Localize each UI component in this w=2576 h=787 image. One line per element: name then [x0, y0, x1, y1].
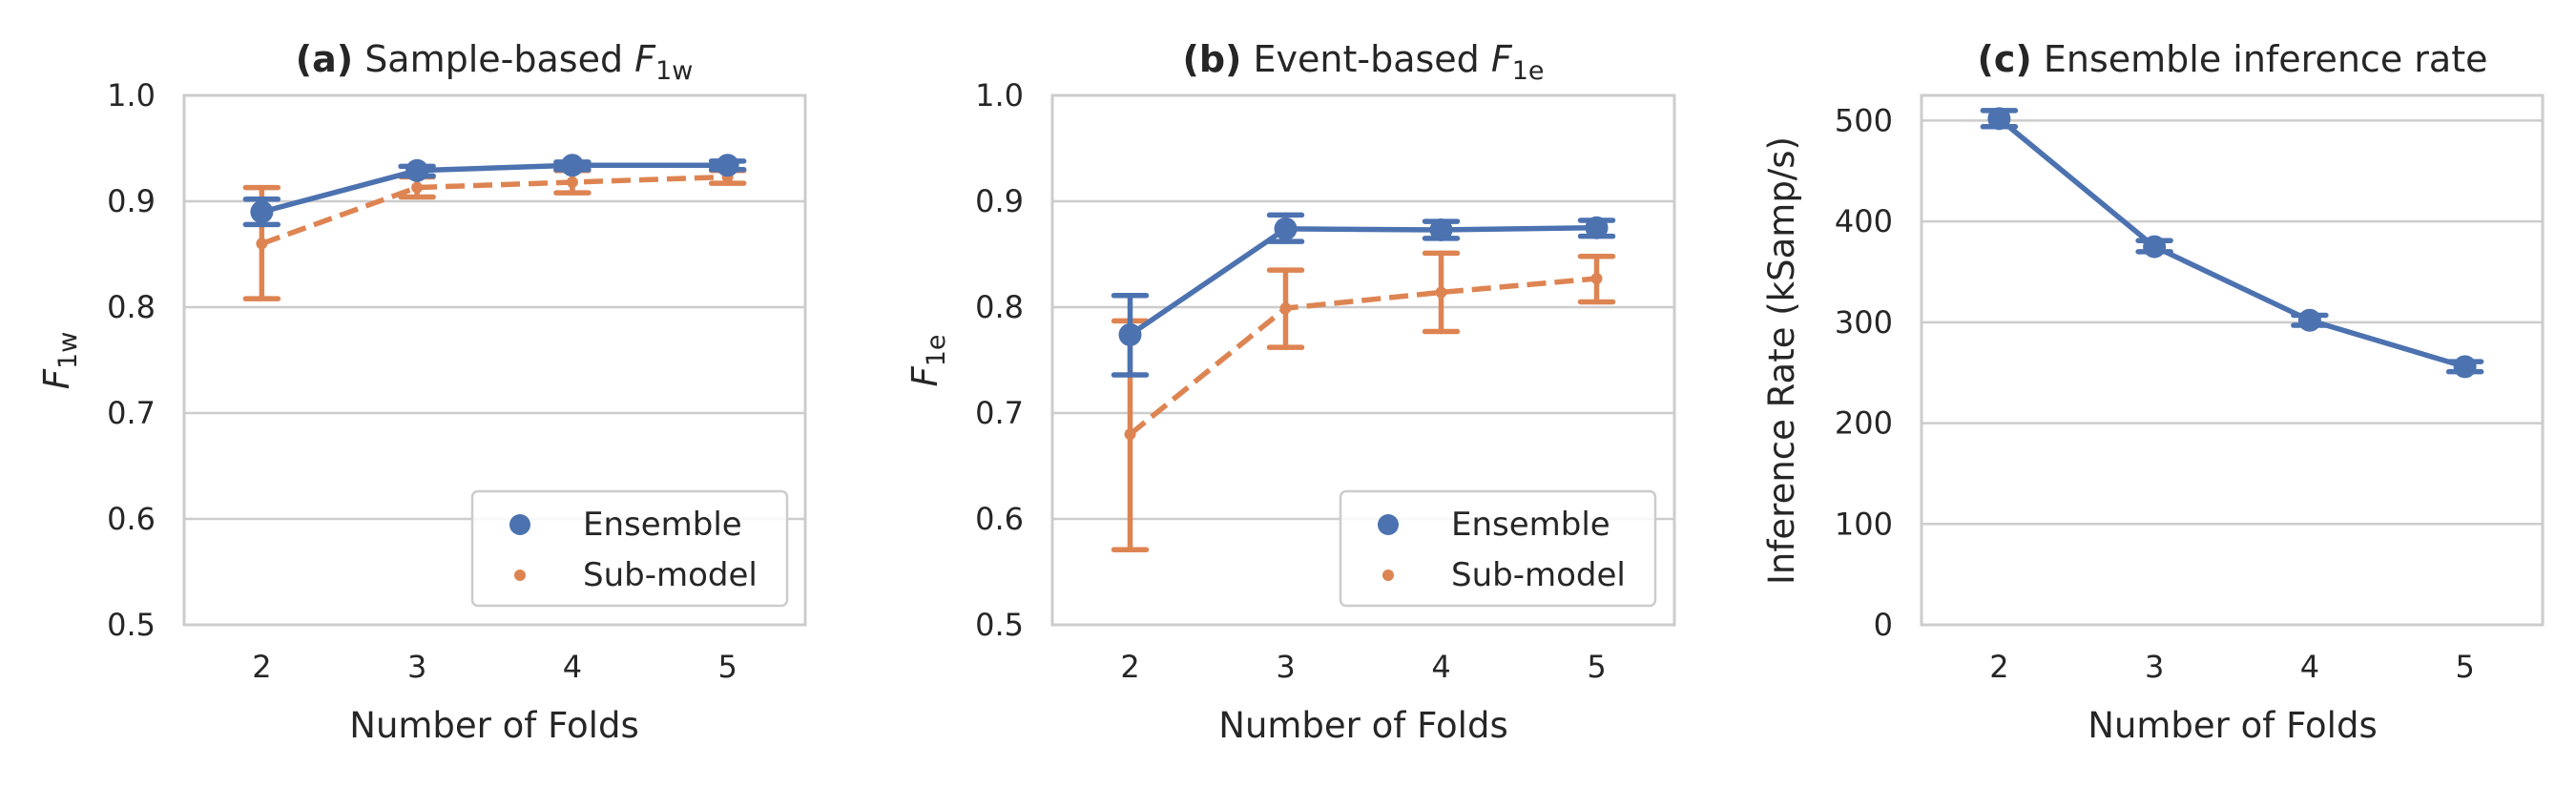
x-tick-label: 5 — [1587, 649, 1606, 685]
x-tick-label: 5 — [717, 649, 737, 685]
y-tick-label: 0.5 — [975, 607, 1024, 643]
y-tick-label: 0.8 — [107, 289, 156, 325]
x-axis-label-a: Number of Folds — [349, 705, 638, 746]
x-tick-label: 4 — [563, 649, 582, 685]
series-line-submodel — [260, 174, 728, 246]
x-tick-label: 3 — [407, 649, 426, 685]
legend-box-b — [1339, 489, 1657, 608]
y-tick-label: 0.5 — [107, 607, 156, 643]
series-ensemble — [242, 154, 747, 228]
y-tick-label: 400 — [1835, 203, 1893, 239]
legend-label-ensemble: Ensemble — [1451, 506, 1610, 544]
y-tick-label: 0.6 — [975, 501, 1024, 537]
panel-a: 0.5 0.6 0.7 0.8 0.9 1.0 2 3 4 5 (a) Sample-based … — [36, 38, 807, 746]
legend-marker-submodel — [1382, 570, 1394, 581]
data-point-ensemble — [1118, 322, 1142, 346]
panel-b: 0.5 0.6 0.7 0.8 0.9 1.0 2 3 4 5 (b) Event-based F… — [904, 38, 1676, 746]
data-point-submodel — [411, 181, 424, 194]
series-ensemble — [1980, 107, 2484, 379]
x-tick-label: 5 — [2455, 649, 2474, 685]
series-line-ensemble — [1997, 116, 2466, 370]
y-tick-label: 1.0 — [975, 77, 1024, 114]
y-tick-label: 0.8 — [975, 289, 1024, 325]
x-tick-label: 3 — [2145, 649, 2164, 685]
legend-box-a — [470, 489, 789, 608]
data-point-ensemble — [2143, 235, 2167, 259]
data-point-ensemble — [2453, 355, 2477, 379]
legend-label-submodel: Sub-model — [1451, 556, 1626, 594]
legend-b: Ensemble Sub-model — [1339, 489, 1657, 608]
x-tick-label: 3 — [1276, 649, 1295, 685]
x-tick-label: 4 — [2300, 649, 2319, 685]
x-axis-label-c: Number of Folds — [2088, 705, 2377, 746]
legend-label-ensemble: Ensemble — [583, 506, 742, 544]
y-axis-label-c: Inference Rate (kSamp/s) — [1761, 136, 1802, 585]
data-point-submodel — [1279, 302, 1292, 315]
data-point-ensemble — [1274, 217, 1298, 240]
y-tick-label: 0.9 — [975, 183, 1024, 219]
data-point-submodel — [256, 238, 268, 250]
chart-title-b: (b) Event-based F1e — [1182, 38, 1544, 86]
y-tick-label: 100 — [1835, 506, 1893, 542]
data-point-submodel — [1124, 428, 1136, 441]
data-point-ensemble — [2297, 308, 2321, 332]
y-axis-label-a: F1w — [36, 332, 83, 390]
data-point-ensemble — [250, 200, 274, 224]
legend-marker-submodel — [514, 570, 526, 581]
legend-marker-ensemble — [1378, 514, 1399, 535]
series-submodel — [242, 168, 747, 301]
data-point-ensemble — [1429, 217, 1453, 241]
chart-title-c: (c) Ensemble inference rate — [1978, 38, 2488, 80]
x-tick-label: 2 — [1989, 649, 2008, 685]
data-point-submodel — [566, 176, 578, 189]
x-tick-label: 4 — [1431, 649, 1450, 685]
series-ensemble — [1111, 212, 1616, 378]
y-tick-label: 200 — [1835, 405, 1893, 442]
panel-c: 0 100 200 300 400 500 2 3 4 5 (c) Ensemble infere… — [1761, 38, 2545, 746]
data-point-ensemble — [405, 158, 429, 182]
y-tick-label: 0.7 — [107, 395, 156, 431]
data-point-submodel — [1435, 286, 1447, 299]
x-tick-label: 2 — [252, 649, 271, 685]
legend-label-submodel: Sub-model — [583, 556, 758, 594]
plot-frame-b — [1050, 93, 1676, 627]
plot-frame-c — [1920, 93, 2545, 627]
y-tick-label: 500 — [1835, 102, 1893, 138]
x-axis-label-b: Number of Folds — [1218, 705, 1507, 746]
y-tick-label: 0.9 — [107, 183, 156, 219]
data-point-ensemble — [1987, 107, 2011, 131]
y-tick-label: 1.0 — [107, 77, 156, 114]
data-point-ensemble — [1585, 216, 1609, 239]
legend-marker-ensemble — [509, 514, 530, 535]
legend-a: Ensemble Sub-model — [470, 489, 789, 608]
data-point-ensemble — [560, 154, 584, 177]
y-tick-label: 0.7 — [975, 395, 1024, 431]
data-point-submodel — [1590, 273, 1603, 285]
plot-frame-a — [182, 93, 807, 627]
data-point-ensemble — [716, 154, 739, 177]
series-line-ensemble — [260, 162, 728, 215]
y-tick-label: 0.6 — [107, 501, 156, 537]
chart-title-a: (a) Sample-based F1w — [296, 38, 694, 86]
y-axis-label-b: F1e — [904, 334, 951, 386]
series-line-submodel — [1128, 276, 1597, 437]
y-tick-label: 0 — [1874, 607, 1893, 643]
y-tick-label: 300 — [1835, 304, 1893, 341]
series-line-ensemble — [1128, 225, 1597, 338]
x-tick-label: 2 — [1120, 649, 1139, 685]
